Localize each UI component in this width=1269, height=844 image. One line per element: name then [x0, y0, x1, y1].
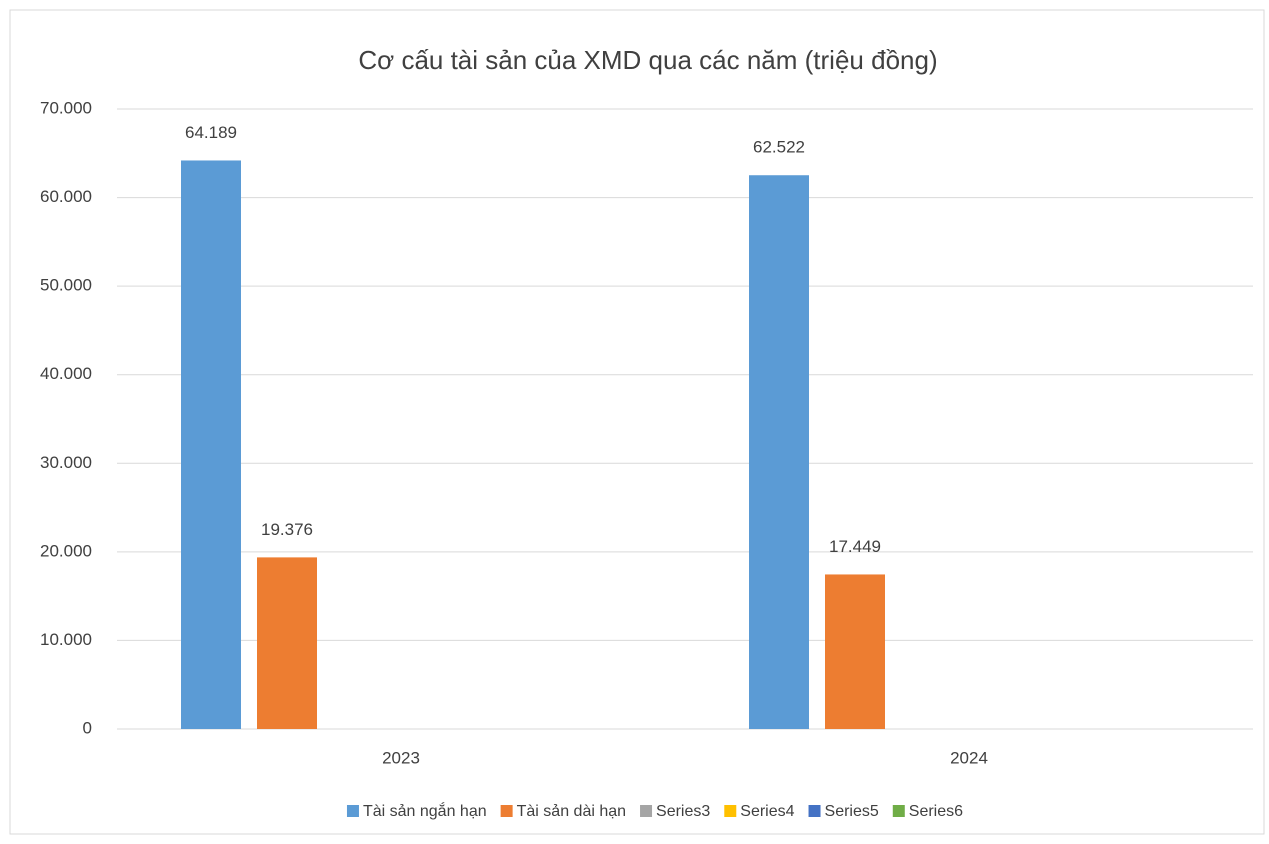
legend-label: Series5 — [825, 803, 879, 820]
y-tick-label: 30.000 — [40, 453, 92, 472]
data-label: 62.522 — [753, 138, 805, 157]
data-label: 17.449 — [829, 537, 881, 556]
x-tick-label: 2023 — [382, 748, 420, 767]
legend-swatch — [892, 805, 905, 817]
bar — [257, 557, 317, 729]
data-label: 19.376 — [261, 520, 313, 539]
y-tick-label: 60.000 — [40, 187, 92, 206]
bar — [181, 160, 241, 729]
y-tick-label: 70.000 — [40, 98, 92, 117]
legend-label: Tài sản dài hạn — [517, 803, 626, 820]
y-tick-label: 40.000 — [40, 364, 92, 383]
legend-label: Series4 — [740, 803, 794, 820]
legend-swatch — [724, 805, 737, 817]
legend-swatch — [640, 805, 653, 817]
bar — [825, 574, 885, 729]
legend-label: Series6 — [909, 803, 963, 820]
legend-swatch — [808, 805, 821, 817]
x-tick-label: 2024 — [950, 748, 988, 767]
data-label: 64.189 — [185, 123, 237, 142]
y-tick-label: 0 — [83, 718, 92, 737]
chart-title: Cơ cấu tài sản của XMD qua các năm (triệ… — [358, 45, 937, 75]
legend-swatch — [346, 805, 359, 817]
legend-swatch — [500, 805, 513, 817]
y-tick-label: 20.000 — [40, 541, 92, 560]
y-tick-label: 50.000 — [40, 276, 92, 295]
legend-label: Tài sản ngắn hạn — [363, 801, 487, 820]
y-tick-label: 10.000 — [40, 630, 92, 649]
bar — [749, 175, 809, 730]
legend-label: Series3 — [656, 803, 710, 820]
